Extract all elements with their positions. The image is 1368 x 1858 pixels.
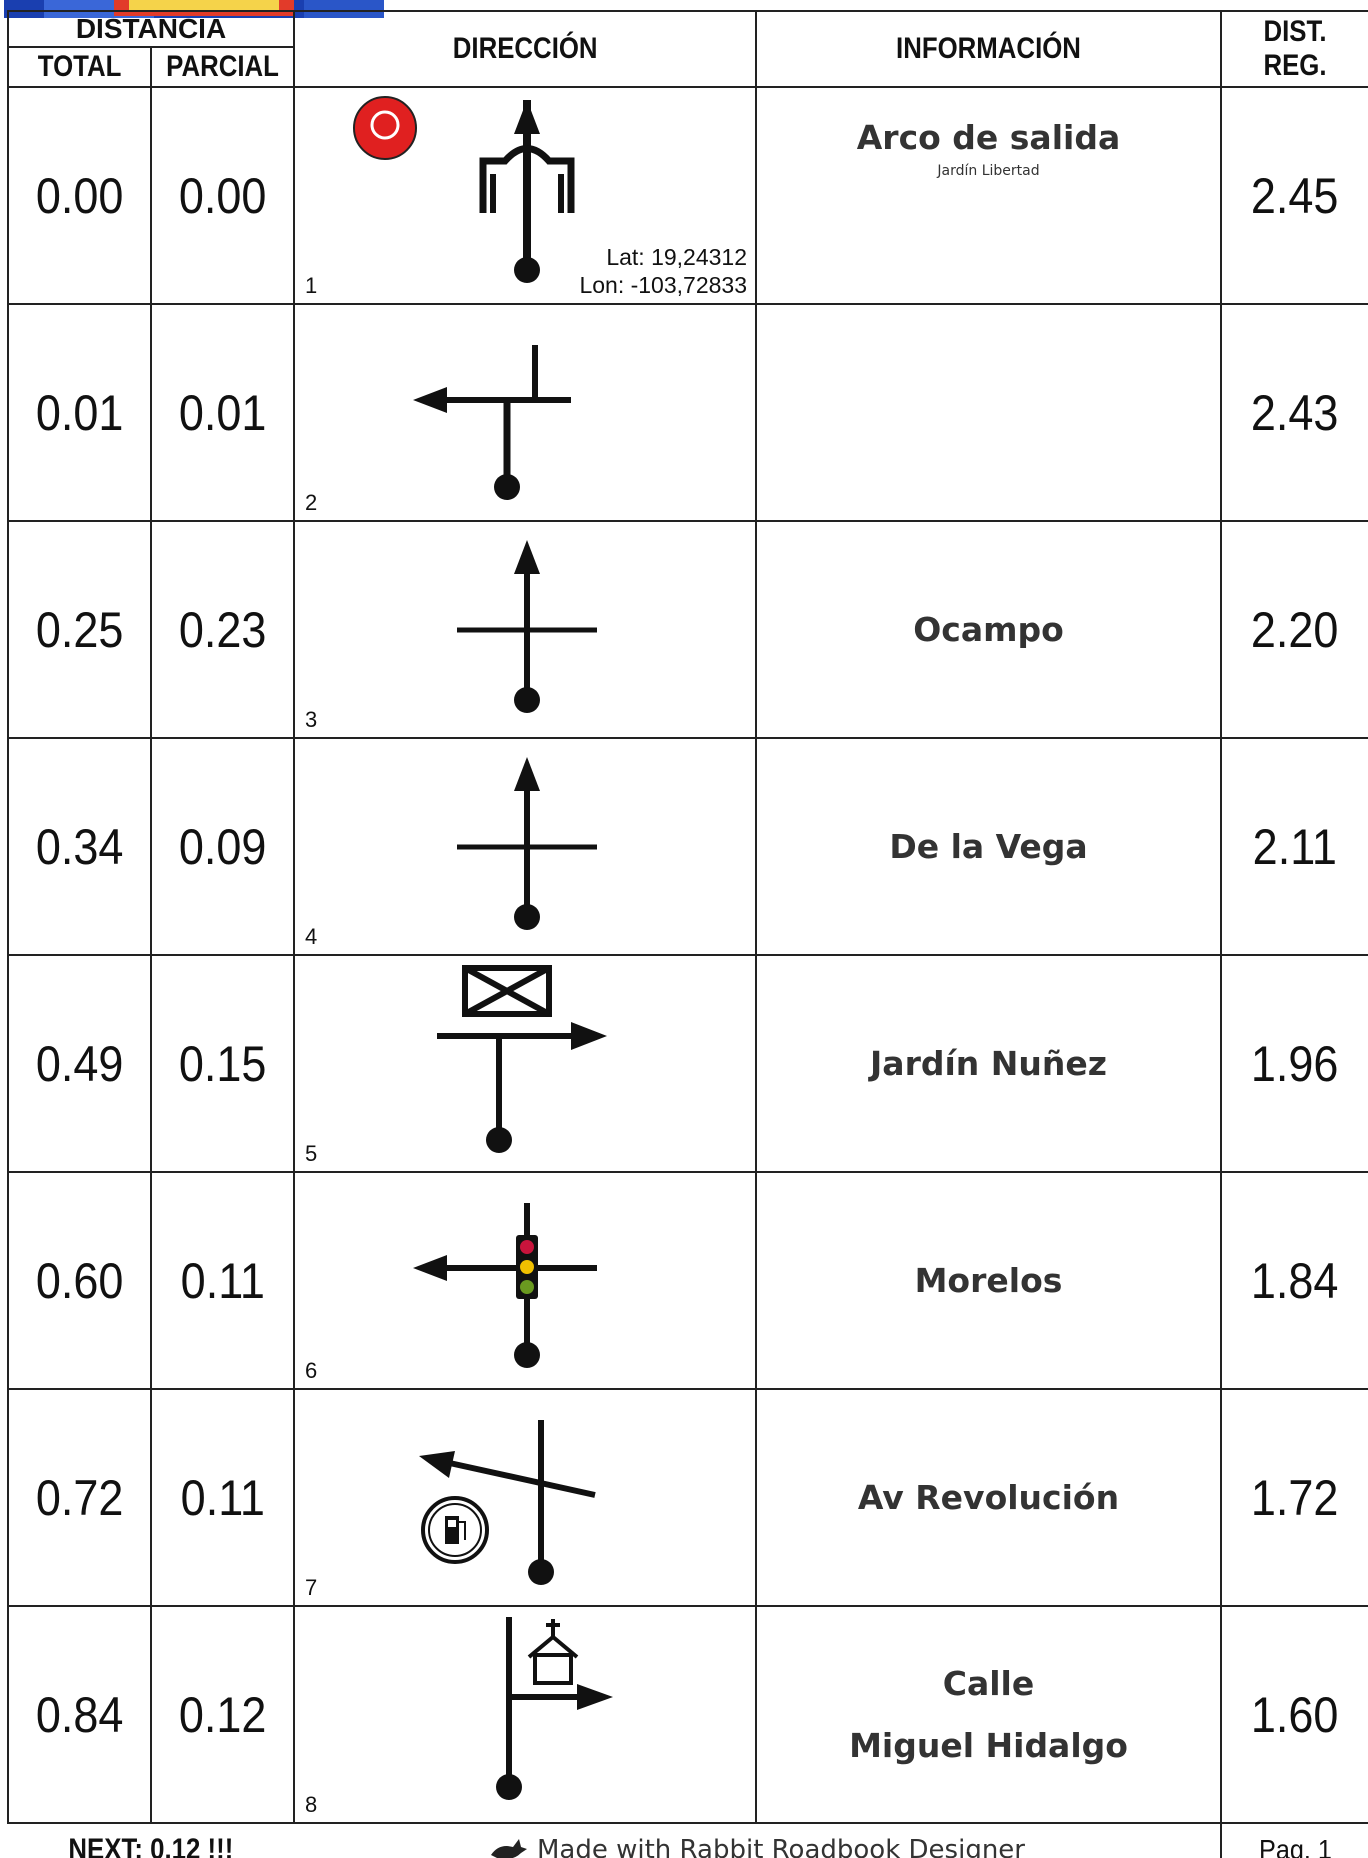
table-row: 0.34 0.09 4 De la Vega 2.11 (7, 737, 1368, 956)
total-distance: 0.60 (7, 1171, 152, 1390)
partial-distance: 0.12 (150, 1605, 295, 1824)
credit-line: Made with Rabbit Roadbook Designer (294, 1822, 1221, 1858)
total-distance: 0.84 (7, 1605, 152, 1824)
next-distance-note: NEXT: 0.12 !!! (8, 1822, 294, 1858)
total-header: TOTAL (7, 46, 152, 88)
partial-distance: 0.09 (150, 737, 295, 956)
direction-cell: 7 (293, 1388, 757, 1607)
direction-cell: 3 (293, 520, 757, 739)
info-title: Jardín Nuñez (870, 1044, 1107, 1083)
direction-cell: 2 (293, 303, 757, 522)
info-title-line-1: Calle (942, 1663, 1035, 1703)
info-cell: Jardín Nuñez (755, 954, 1222, 1173)
table-row: 0.72 0.11 7 Av Revolución 1 (7, 1388, 1368, 1607)
total-distance: 0.01 (7, 303, 152, 522)
info-cell: Morelos (755, 1171, 1222, 1390)
step-number: 1 (305, 273, 318, 298)
straight-crossing-icon (457, 757, 597, 930)
remaining-distance: 1.84 (1220, 1171, 1368, 1390)
table-row: 0.49 0.15 5 Jardín Nuñez 1.96 (7, 954, 1368, 1173)
table-row: 0.84 0.12 8 Calle Miguel Hidalgo (7, 1605, 1368, 1824)
step-number: 8 (305, 1792, 318, 1817)
info-cell: Av Revolución (755, 1388, 1222, 1607)
total-distance: 0.49 (7, 954, 152, 1173)
partial-distance: 0.15 (150, 954, 295, 1173)
step-number: 2 (305, 490, 318, 515)
remaining-distance: 1.72 (1220, 1388, 1368, 1607)
remaining-distance: 1.60 (1220, 1605, 1368, 1824)
remaining-distance: 1.96 (1220, 954, 1368, 1173)
partial-header: PARCIAL (150, 46, 295, 88)
info-title-line-2: Miguel Hidalgo (849, 1725, 1128, 1765)
partial-distance: 0.00 (150, 86, 295, 305)
remaining-distance-header: DIST. REG. (1220, 10, 1368, 88)
remaining-distance: 2.45 (1220, 86, 1368, 305)
total-distance: 0.34 (7, 737, 152, 956)
table-row: 0.00 0.00 1 Lat: 19,24312 Lon: -103,7283… (7, 86, 1368, 305)
turn-right-church-icon (496, 1617, 613, 1800)
direction-cell: 6 (293, 1171, 757, 1390)
footer-row: NEXT: 0.12 !!! Made with Rabbit Roadbook… (8, 1822, 1368, 1858)
direction-cell: 4 (293, 737, 757, 956)
turn-left-icon (413, 345, 571, 500)
direction-cell: 1 Lat: 19,24312 Lon: -103,72833 (293, 86, 757, 305)
info-cell (755, 303, 1222, 522)
table-row: 0.60 0.11 6 Morelos 1.84 (7, 1171, 1368, 1390)
roadbook-table: DISTANCIA DIRECCIÓN INFORMACIÓN DIST. RE… (7, 10, 1368, 1858)
info-title: Arco de salida (856, 118, 1121, 157)
total-distance: 0.25 (7, 520, 152, 739)
step-number: 6 (305, 1358, 318, 1383)
step-number: 3 (305, 707, 318, 732)
direction-cell: 5 (293, 954, 757, 1173)
step-number: 4 (305, 924, 318, 949)
total-distance: 0.00 (7, 86, 152, 305)
traffic-light-left-icon (413, 1203, 597, 1368)
rabbit-icon (490, 1839, 527, 1858)
gps-coordinates: Lat: 19,24312 Lon: -103,72833 (579, 244, 747, 298)
arch-start-icon (353, 96, 575, 283)
total-distance: 0.72 (7, 1388, 152, 1607)
fork-left-gas-station-icon (419, 1420, 596, 1585)
info-cell: Calle Miguel Hidalgo (755, 1605, 1222, 1824)
remaining-distance: 2.43 (1220, 303, 1368, 522)
page-number: Pag. 1 (1220, 1822, 1368, 1858)
partial-distance: 0.11 (150, 1171, 295, 1390)
remaining-distance: 2.20 (1220, 520, 1368, 739)
turn-right-garden-icon (437, 965, 607, 1153)
info-cell: De la Vega (755, 737, 1222, 956)
partial-distance: 0.11 (150, 1388, 295, 1607)
info-cell: Ocampo (755, 520, 1222, 739)
distance-group-header: DISTANCIA (7, 10, 295, 47)
direction-cell: 8 (293, 1605, 757, 1824)
info-title: Morelos (914, 1261, 1063, 1300)
straight-crossing-icon (457, 540, 597, 713)
partial-distance: 0.01 (150, 303, 295, 522)
info-title: Av Revolución (857, 1478, 1120, 1517)
remaining-distance: 2.11 (1220, 737, 1368, 956)
step-number: 7 (305, 1575, 318, 1600)
partial-distance: 0.23 (150, 520, 295, 739)
info-cell: Arco de salida Jardín Libertad (755, 86, 1222, 305)
direction-header: DIRECCIÓN (293, 10, 757, 88)
info-title: Ocampo (913, 610, 1064, 649)
table-row: 0.25 0.23 3 Ocampo 2.20 (7, 520, 1368, 739)
info-subtitle: Jardín Libertad (937, 163, 1040, 179)
info-title: De la Vega (889, 827, 1088, 866)
information-header: INFORMACIÓN (755, 10, 1222, 88)
step-number: 5 (305, 1141, 318, 1166)
table-row: 0.01 0.01 2 2.43 (7, 303, 1368, 522)
